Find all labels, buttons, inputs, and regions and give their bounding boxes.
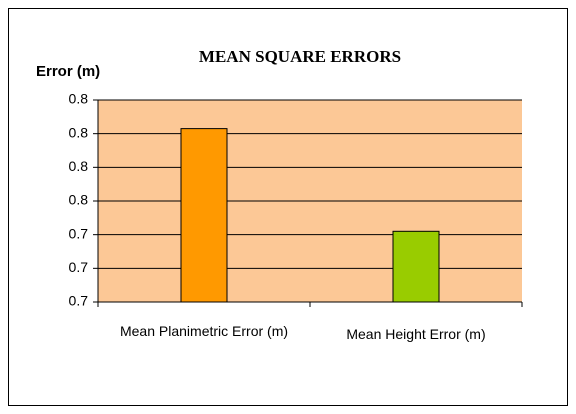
- chart-title: MEAN SQUARE ERRORS: [199, 47, 401, 66]
- y-tick-label: 0.7: [69, 225, 89, 241]
- y-tick-label: 0.8: [69, 158, 89, 174]
- x-tick-label: Mean Planimetric Error (m): [119, 323, 289, 339]
- y-tick-label: 0.8: [69, 124, 89, 140]
- bar: [180, 128, 228, 303]
- y-tick-label: 0.7: [69, 293, 89, 309]
- bar: [392, 230, 440, 303]
- x-tick-label: Mean Height Error (m): [346, 326, 486, 342]
- y-tick-label: 0.7: [69, 259, 89, 275]
- y-tick-label: 0.8: [69, 192, 89, 208]
- y-tick-label: 0.8: [69, 91, 89, 107]
- y-axis-label: Error (m): [36, 63, 100, 80]
